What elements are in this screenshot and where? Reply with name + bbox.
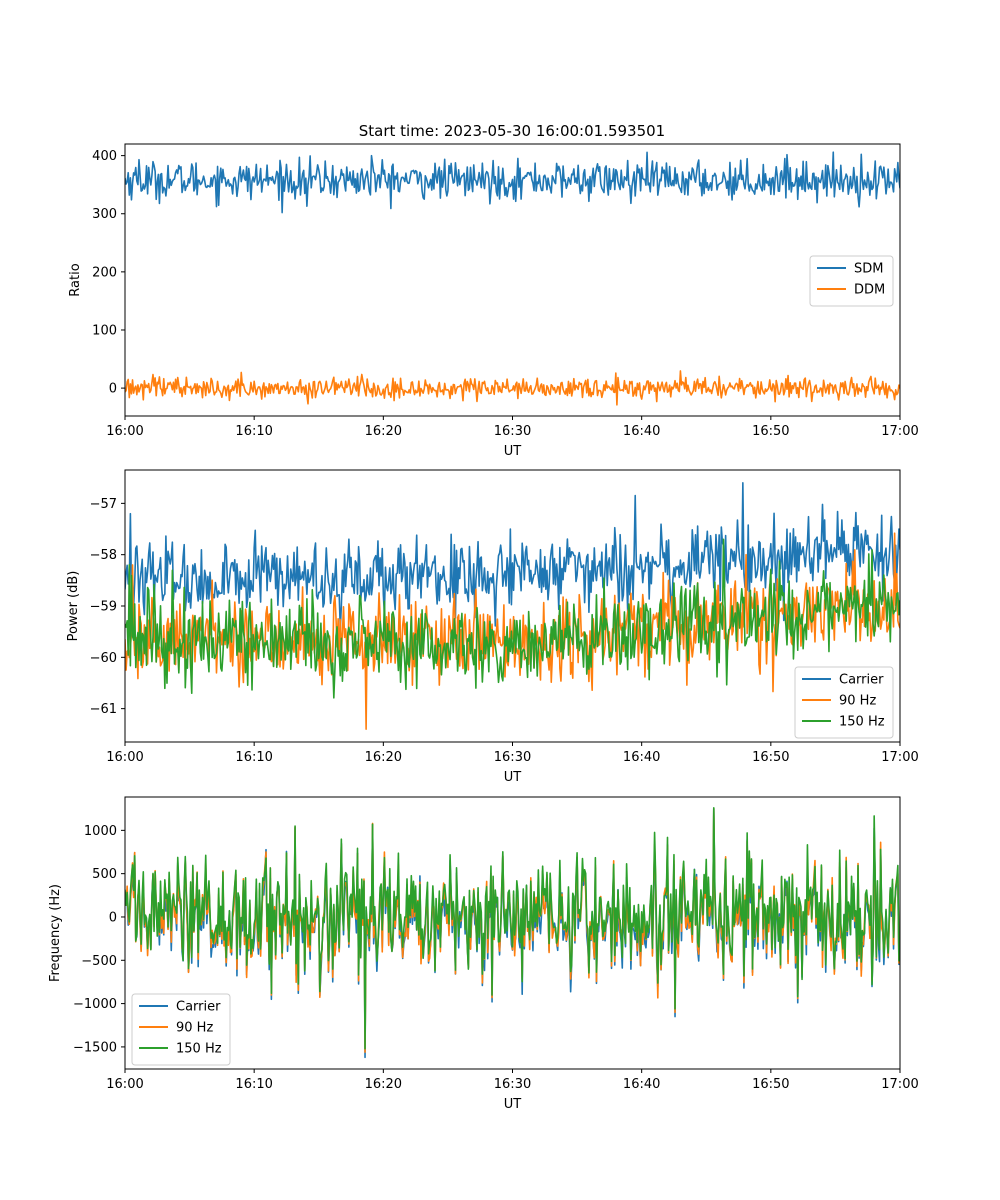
x-tick-label: 16:20 (365, 424, 402, 439)
x-tick-label: 16:00 (106, 1077, 143, 1092)
y-tick-label: −57 (90, 497, 117, 512)
y-tick-label: 1000 (84, 824, 117, 839)
x-tick-label: 16:00 (106, 424, 143, 439)
y-axis-label: Frequency (Hz) (48, 884, 63, 982)
panels: 16:00 16:10 16:20 16:30 16:40 16:50 17:00 0 100 2… (48, 143, 919, 1112)
y-tick-label: 400 (92, 149, 117, 164)
legend-label: 150 Hz (176, 1042, 222, 1057)
y-tick-label: 500 (92, 867, 117, 882)
x-tick-label: 17:00 (881, 1077, 918, 1092)
x-tick-label: 16:10 (235, 1077, 272, 1092)
series-lines (125, 151, 900, 406)
x-tick-label: 16:00 (106, 750, 143, 765)
x-tick-label: 16:30 (494, 750, 531, 765)
series-line-ddm (125, 370, 900, 406)
y-tick-label: 0 (109, 382, 117, 397)
y-tick-label: 0 (109, 910, 117, 925)
y-tick-label: −59 (90, 600, 117, 615)
legend-label: 90 Hz (839, 694, 876, 709)
legend-label: Carrier (176, 1000, 221, 1015)
legend-label: 150 Hz (839, 715, 885, 730)
x-tick-label: 16:10 (235, 750, 272, 765)
legend-label: 90 Hz (176, 1021, 213, 1036)
y-tick-label: −60 (90, 651, 117, 666)
y-tick-label: −58 (90, 548, 117, 563)
x-tick-label: 16:40 (623, 1077, 660, 1092)
x-tick-label: 16:30 (494, 424, 531, 439)
y-tick-label: −500 (81, 954, 117, 969)
x-axis-label: UT (504, 770, 522, 785)
x-tick-label: 16:50 (752, 750, 789, 765)
series-lines (125, 482, 900, 730)
legend-label: DDM (854, 283, 885, 298)
y-axis-label: Ratio (68, 263, 83, 296)
x-tick-label: 16:30 (494, 1077, 531, 1092)
y-tick-label: −1500 (73, 1040, 117, 1055)
y-tick-label: −1000 (73, 997, 117, 1012)
figure-title: Start time: 2023-05-30 16:00:01.593501 (359, 122, 665, 140)
x-tick-label: 16:50 (752, 424, 789, 439)
chart-panel-1: 16:00 16:10 16:20 16:30 16:40 16:50 17:00 0 100 2… (68, 143, 919, 459)
y-tick-label: 100 (92, 323, 117, 338)
legend: Carrier 90 Hz 150 Hz (794, 666, 894, 739)
x-axis-label: UT (504, 444, 522, 459)
x-tick-label: 16:40 (623, 750, 660, 765)
chart-panel-2: 16:00 16:10 16:20 16:30 16:40 16:50 17:00 −61 −6… (66, 469, 919, 785)
legend-label: SDM (854, 262, 883, 277)
x-tick-label: 16:40 (623, 424, 660, 439)
x-tick-label: 16:50 (752, 1077, 789, 1092)
y-tick-label: −61 (90, 702, 117, 717)
chart-panel-3: 16:00 16:10 16:20 16:30 16:40 16:50 17:00 −1500… (48, 796, 919, 1112)
x-tick-label: 16:10 (235, 424, 272, 439)
x-tick-label: 16:20 (365, 1077, 402, 1092)
series-line-sdm (125, 151, 900, 214)
x-tick-label: 17:00 (881, 424, 918, 439)
legend: Carrier 90 Hz 150 Hz (131, 993, 231, 1066)
x-tick-label: 17:00 (881, 750, 918, 765)
legend-label: Carrier (839, 673, 884, 688)
series-line-carrier (125, 482, 900, 630)
y-tick-label: 300 (92, 207, 117, 222)
series-lines (125, 807, 900, 1059)
x-tick-label: 16:20 (365, 750, 402, 765)
y-tick-label: 200 (92, 265, 117, 280)
series-line-150-hz (125, 538, 900, 699)
y-axis-label: Power (dB) (66, 571, 81, 642)
series-line-150-hz (125, 807, 900, 1050)
legend: SDM DDM (809, 255, 894, 307)
x-axis-label: UT (504, 1097, 522, 1112)
